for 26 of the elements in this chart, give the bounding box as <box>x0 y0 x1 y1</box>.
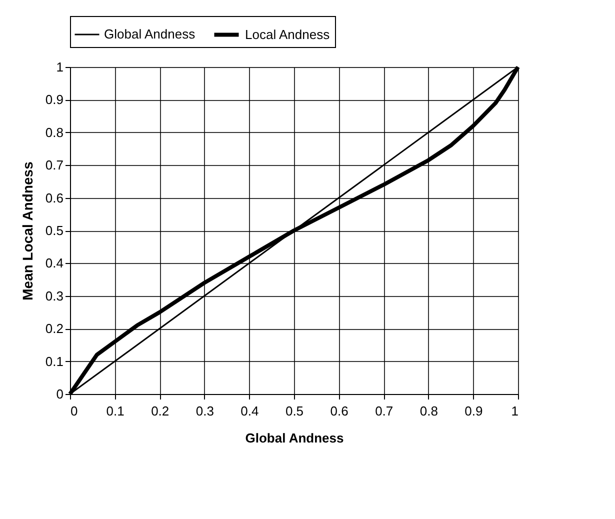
y-tick-label: 0.2 <box>45 321 64 336</box>
x-axis-title: Global Andness <box>245 430 344 446</box>
x-tick-label: 0.7 <box>375 404 394 418</box>
x-tick-label: 0.4 <box>240 404 259 418</box>
y-tick-label: 0.6 <box>45 190 64 206</box>
y-tick-label: 0.3 <box>45 288 64 304</box>
x-tick-label: 0.6 <box>330 404 348 418</box>
y-tick-label: 0.5 <box>45 223 64 238</box>
y-tick-label: 1 <box>56 60 64 74</box>
x-tick-label: 0.2 <box>151 404 170 418</box>
x-tick-label: 0.8 <box>420 404 438 418</box>
x-tick-label: 0.1 <box>106 404 124 418</box>
y-tick-label: 0.4 <box>45 256 64 271</box>
x-tick-label: 0.3 <box>196 404 214 418</box>
legend-label: Global Andness <box>104 26 196 42</box>
x-tick-label: 0.9 <box>464 404 483 418</box>
y-tick-label: 0 <box>56 386 64 402</box>
y-tick-label: 0.9 <box>45 92 64 108</box>
y-tick-label: 0.8 <box>45 124 64 140</box>
x-tick-label: 1 <box>511 404 518 418</box>
y-tick-label: 0.7 <box>45 158 64 173</box>
y-tick-label: 0.1 <box>45 354 64 369</box>
y-axis-title: Mean Local Andness <box>19 161 36 300</box>
x-tick-label: 0.5 <box>285 404 304 418</box>
legend-label: Local Andness <box>245 26 330 42</box>
x-tick-label: 0 <box>70 404 78 418</box>
